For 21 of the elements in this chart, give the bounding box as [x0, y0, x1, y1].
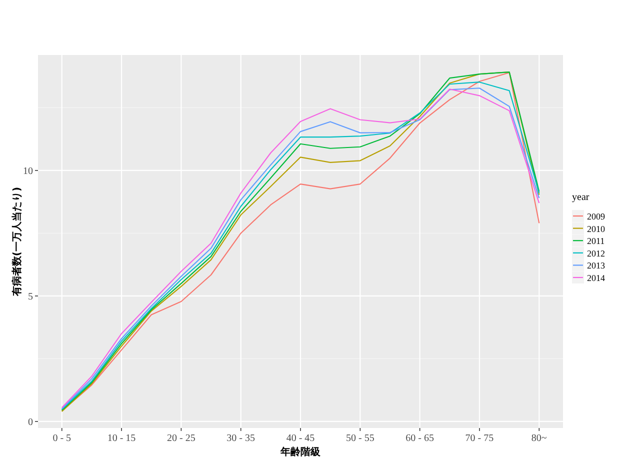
x-tick-label: 80~: [531, 433, 548, 444]
x-tick-label: 40 - 45: [286, 433, 315, 444]
x-tick-label: 20 - 25: [167, 433, 196, 444]
y-tick-label: 10: [23, 166, 33, 177]
legend-label: 2014: [587, 273, 606, 283]
legend-label: 2012: [587, 248, 605, 258]
x-tick-label: 10 - 15: [107, 433, 136, 444]
x-tick-label: 50 - 55: [346, 433, 374, 444]
x-tick-label: 70 - 75: [465, 433, 494, 444]
y-axis-title: 有病者数(一万人当たり): [11, 186, 23, 298]
y-tick-label: 0: [28, 416, 33, 428]
x-axis-title: 年齢階級: [280, 446, 322, 458]
x-tick-label: 0 - 5: [52, 433, 72, 444]
x-tick-label: 60 - 65: [406, 433, 434, 444]
legend-label: 2011: [587, 236, 605, 246]
x-tick-label: 30 - 35: [226, 433, 256, 444]
y-tick-label: 5: [28, 291, 33, 302]
legend-label: 2009: [587, 212, 606, 222]
legend-label: 2010: [587, 224, 606, 234]
legend-label: 2013: [587, 260, 606, 271]
legend-title: year: [572, 192, 590, 203]
